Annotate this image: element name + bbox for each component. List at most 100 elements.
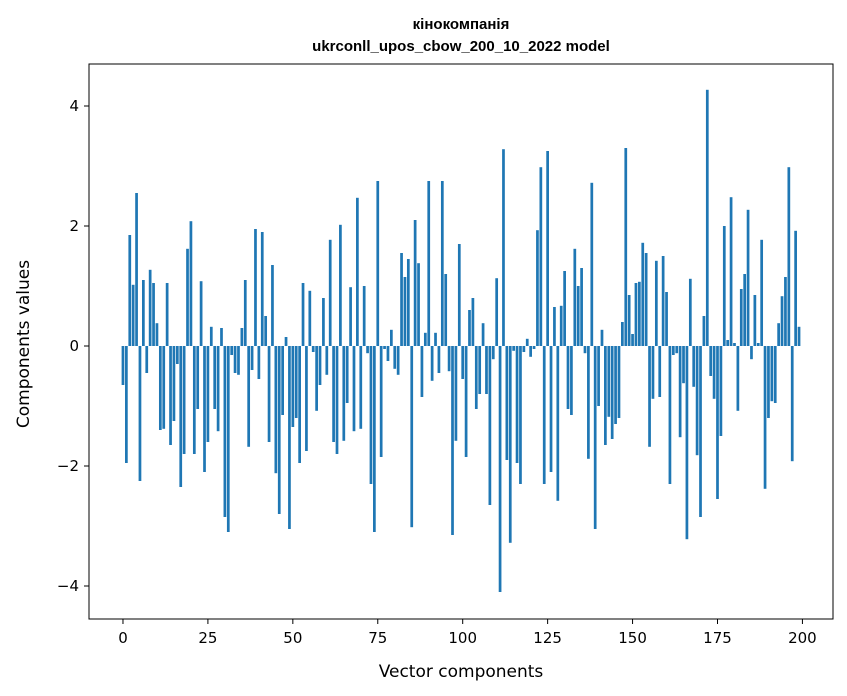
bar-48 (284, 337, 288, 346)
bar-160 (665, 292, 668, 346)
bar-188 (760, 239, 764, 346)
bar-19 (186, 248, 189, 346)
bar-26 (209, 326, 213, 346)
bar-90 (427, 181, 431, 346)
y-tick-label: 2 (69, 217, 79, 235)
bar-57 (315, 346, 318, 411)
bar-134 (576, 286, 580, 346)
bar-150 (631, 334, 634, 346)
bar-42 (264, 316, 268, 346)
bar-98 (454, 346, 458, 441)
bar-68 (352, 346, 356, 432)
bar-112 (502, 149, 505, 346)
bar-164 (678, 346, 682, 438)
bar-103 (471, 298, 475, 346)
bar-138 (590, 182, 594, 346)
bar-190 (767, 346, 770, 418)
bar-36 (243, 280, 247, 346)
bar-122 (536, 230, 539, 346)
bar-97 (451, 346, 454, 535)
bar-73 (369, 346, 373, 484)
bar-153 (641, 242, 645, 346)
bar-10 (155, 323, 159, 346)
bar-47 (281, 346, 284, 415)
bar-56 (311, 346, 315, 352)
bar-12 (162, 346, 166, 429)
bar-40 (257, 346, 261, 379)
bar-60 (325, 346, 329, 375)
bar-58 (318, 346, 322, 385)
bar-126 (549, 346, 553, 472)
bar-186 (753, 295, 757, 346)
y-tick-label: −4 (57, 577, 79, 595)
bar-193 (777, 323, 780, 346)
bar-38 (250, 346, 254, 370)
bar-130 (563, 271, 566, 346)
bar-157 (654, 260, 658, 346)
bar-127 (553, 307, 556, 346)
bar-176 (719, 346, 723, 436)
bar-86 (413, 220, 417, 346)
bar-167 (688, 278, 692, 346)
bar-50 (291, 346, 295, 427)
x-tick-label: 25 (198, 629, 217, 647)
bar-82 (400, 253, 403, 346)
bar-198 (794, 230, 797, 346)
bar-100 (461, 346, 465, 379)
bar-32 (230, 346, 234, 355)
bar-162 (671, 346, 675, 355)
bar-75 (376, 181, 380, 346)
bar-194 (780, 296, 784, 346)
bar-37 (247, 346, 251, 447)
bar-132 (570, 346, 573, 415)
bar-92 (434, 332, 437, 346)
x-tick-label: 150 (618, 629, 647, 647)
bar-114 (508, 346, 512, 543)
bar-173 (709, 346, 713, 376)
bar-123 (539, 167, 543, 346)
bar-46 (277, 346, 281, 514)
bar-20 (189, 221, 193, 346)
bar-94 (440, 181, 444, 346)
x-tick-label: 200 (788, 629, 817, 647)
bar-128 (556, 346, 560, 501)
bar-16 (175, 346, 179, 364)
bar-184 (746, 209, 750, 346)
bar-159 (661, 256, 665, 346)
bar-8 (148, 269, 152, 346)
chart-title: кінокомпанія (413, 16, 510, 33)
bar-182 (739, 289, 743, 346)
x-tick-label: 100 (448, 629, 477, 647)
bar-62 (332, 346, 335, 442)
bar-148 (624, 148, 628, 346)
bar-89 (423, 332, 427, 346)
bar-180 (733, 343, 736, 346)
bar-117 (519, 346, 522, 484)
bar-66 (345, 346, 349, 403)
bar-154 (644, 253, 648, 346)
bar-131 (566, 346, 570, 409)
bar-52 (298, 346, 301, 463)
y-axis-label: Components values (14, 260, 34, 428)
bar-5 (138, 346, 142, 481)
bar-119 (525, 338, 529, 346)
bar-174 (712, 346, 716, 399)
bar-115 (512, 346, 516, 351)
bar-83 (403, 277, 407, 346)
bar-113 (505, 346, 509, 460)
bar-116 (515, 346, 519, 463)
bar-144 (610, 346, 614, 439)
bar-196 (787, 167, 791, 346)
bar-179 (729, 197, 733, 346)
bar-187 (756, 343, 760, 346)
bar-85 (410, 346, 414, 528)
bar-69 (356, 197, 359, 346)
bar-11 (158, 346, 162, 430)
bar-178 (726, 340, 730, 346)
bar-185 (750, 346, 753, 360)
bar-137 (587, 346, 590, 459)
bar-102 (468, 310, 471, 346)
bar-168 (692, 346, 696, 387)
bar-152 (638, 281, 641, 346)
bar-133 (573, 248, 577, 346)
